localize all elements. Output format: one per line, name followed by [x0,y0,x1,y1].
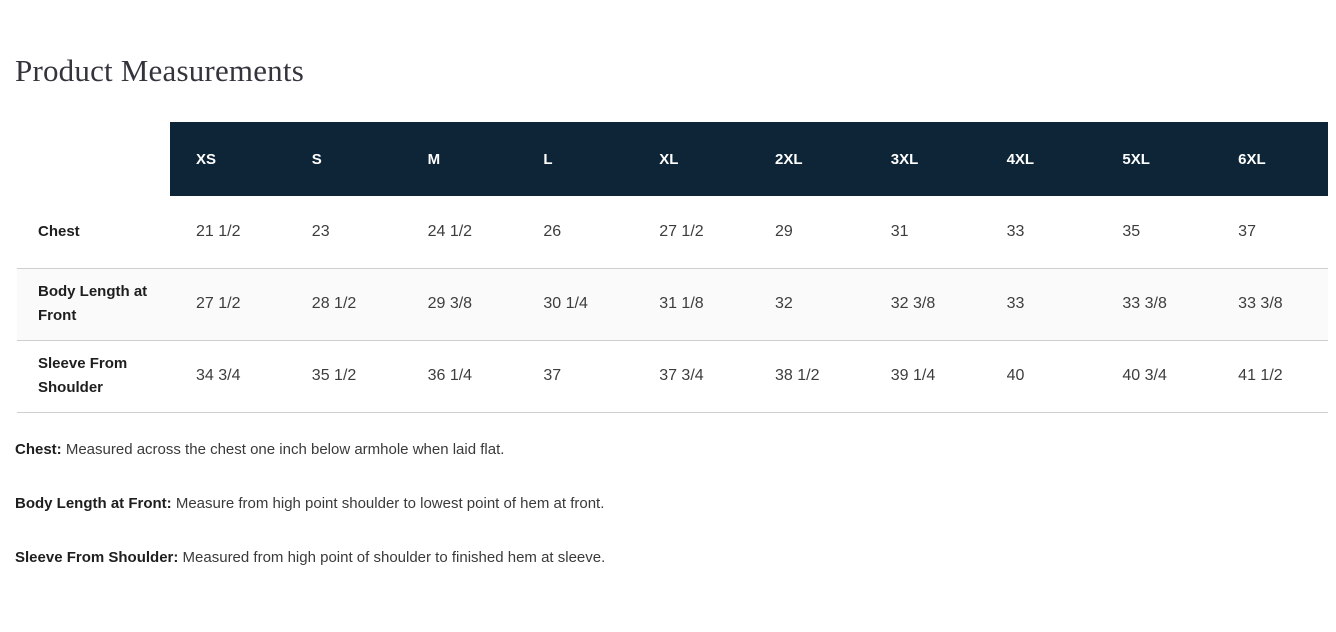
size-header-xs: XS [170,122,286,197]
size-header-l: L [517,122,634,197]
body-length-value-5xl: 33 3/8 [1122,295,1167,313]
body-length-value-s: 28 1/2 [311,295,357,313]
corner-cell [17,122,170,196]
table-row-chest: Chest 21 1/2 23 24 1/2 26 27 1/2 29 31 3… [17,196,1328,269]
chest-value-5xl: 35 [1122,222,1141,240]
size-header-xl: XL [633,122,749,197]
chest-value-xs: 21 1/2 [196,222,241,240]
definition-chest-term: Chest: [15,440,62,458]
row-label-body-length-at-front: Body Length at Front [38,283,148,325]
size-header-m: M [401,122,518,197]
size-header-5xl: 5XL [1096,122,1213,197]
chest-value-4xl: 33 [1006,222,1025,240]
sleeve-value-2xl: 38 1/2 [774,367,820,385]
chest-value-3xl: 31 [890,222,909,240]
sleeve-value-xs: 34 3/4 [196,367,241,385]
chest-value-m: 24 1/2 [427,222,473,240]
definition-body-length-text: Measure from high point shoulder to lowe… [171,494,605,512]
row-label-chest: Chest [38,222,80,240]
body-length-value-6xl: 33 3/8 [1238,295,1283,313]
size-header-2xl: 2XL [748,122,865,197]
body-length-value-4xl: 33 [1006,295,1025,313]
body-length-value-xs: 27 1/2 [196,295,241,313]
size-header-row: XS S M L XL 2XL 3XL 4XL 5XL 6XL [17,122,1328,197]
sleeve-value-l: 37 [543,367,562,385]
chest-value-xl: 27 1/2 [659,222,704,240]
measurement-definitions: Chest: Measured across the chest one inc… [15,441,1336,567]
sleeve-value-6xl: 41 1/2 [1238,367,1283,385]
definition-body-length-term: Body Length at Front: [15,494,172,512]
size-header-s: S [285,122,402,197]
sleeve-value-s: 35 1/2 [311,367,357,385]
size-header-4xl: 4XL [980,122,1097,197]
page-title: Product Measurements [15,53,304,88]
table-row-body-length-at-front: Body Length at Front 27 1/2 28 1/2 29 3/… [17,268,1328,341]
row-label-sleeve-from-shoulder: Sleeve From Shoulder [38,355,128,397]
sleeve-value-3xl: 39 1/4 [890,367,936,385]
definition-body-length: Body Length at Front: Measure from high … [15,495,1336,513]
chest-value-l: 26 [543,222,562,240]
body-length-value-xl: 31 1/8 [659,295,704,313]
definition-chest: Chest: Measured across the chest one inc… [15,441,1336,459]
measurements-table: XS S M L XL 2XL 3XL 4XL 5XL 6XL Chest 21… [17,122,1328,413]
body-length-value-l: 30 1/4 [543,295,588,313]
definition-sleeve-term: Sleeve From Shoulder: [15,548,179,566]
size-header-3xl: 3XL [864,122,981,197]
chest-value-2xl: 29 [774,222,793,240]
table-row-sleeve-from-shoulder: Sleeve From Shoulder 34 3/4 35 1/2 36 1/… [17,340,1328,413]
chest-value-6xl: 37 [1238,222,1256,240]
sleeve-value-5xl: 40 3/4 [1122,367,1167,385]
definition-chest-text: Measured across the chest one inch below… [61,440,505,458]
body-length-value-2xl: 32 [774,295,793,313]
sleeve-value-xl: 37 3/4 [659,367,704,385]
body-length-value-3xl: 32 3/8 [890,295,936,313]
definition-sleeve-text: Measured from high point of shoulder to … [178,548,606,566]
definition-sleeve: Sleeve From Shoulder: Measured from high… [15,549,1336,567]
sleeve-value-m: 36 1/4 [427,367,473,385]
chest-value-s: 23 [311,222,330,240]
body-length-value-m: 29 3/8 [427,295,473,313]
product-measurements-page: Product Measurements XS S M L XL 2XL 3XL… [0,52,1336,632]
size-header-6xl: 6XL [1212,122,1328,197]
sleeve-value-4xl: 40 [1006,367,1025,385]
